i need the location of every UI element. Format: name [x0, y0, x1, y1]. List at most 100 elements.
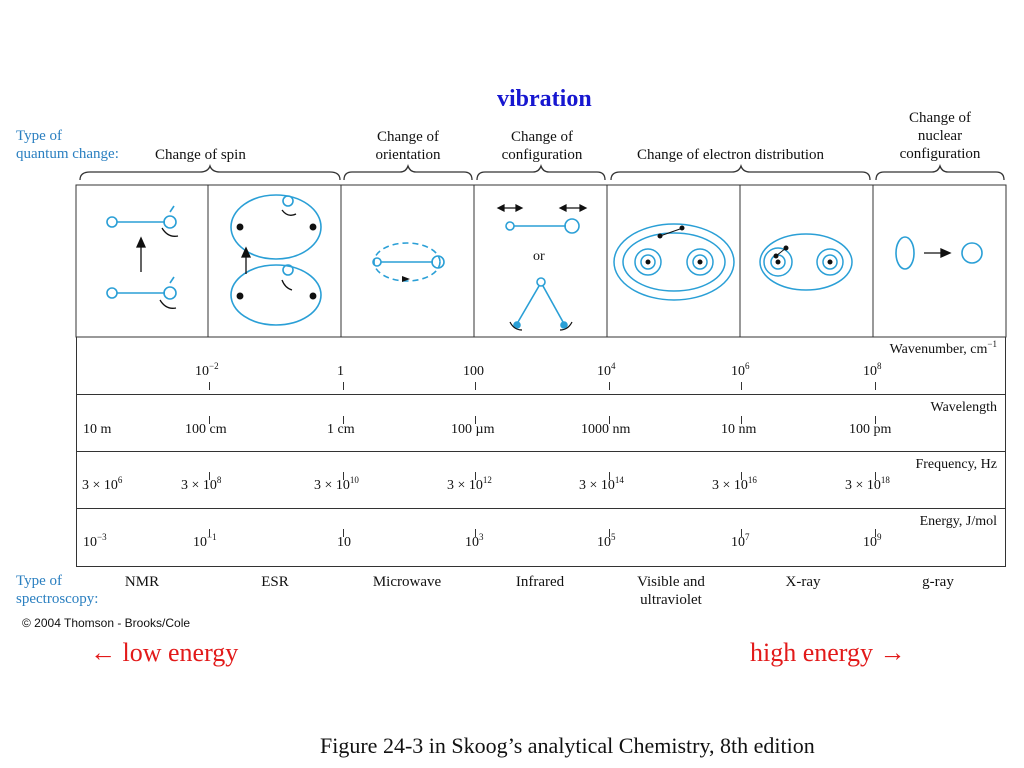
copyright-text: © 2004 Thomson - Brooks/Cole: [22, 616, 191, 630]
spectroscopy-xray: X-ray: [785, 574, 821, 590]
energy-value: 109: [863, 532, 882, 551]
energy-tick: [875, 529, 876, 537]
wavelength-value: 1000 nm: [581, 422, 631, 437]
visible-electron-diagram: [613, 223, 735, 301]
low-energy-label: ← low energy: [90, 638, 239, 667]
infrared-bend-arrows: [509, 321, 573, 331]
picture-panel: [75, 184, 1007, 338]
wavelength-tick: [475, 416, 476, 424]
wavelength-value: 100 cm: [185, 422, 227, 437]
or-label: or: [533, 249, 545, 264]
brace-configuration: [476, 163, 606, 181]
esr-dots-arrows: [236, 209, 317, 300]
wavenumber-tick: [475, 382, 476, 390]
spectroscopy-nmr: NMR: [124, 574, 160, 590]
energy-tick: [609, 529, 610, 537]
xray-electron-diagram: [759, 233, 853, 291]
frequency-value: 3 × 1018: [845, 475, 890, 494]
brace-nuclear: [875, 163, 1005, 181]
wavelength-value: 1 cm: [327, 422, 355, 437]
wavenumber-value: 100: [463, 364, 484, 379]
energy-band: Energy, J/mol 10−3 10−1 10 103 105 107 109: [76, 509, 1006, 567]
frequency-value: 3 × 1016: [712, 475, 757, 494]
wavelength-tick: [609, 416, 610, 424]
energy-value: 10−1: [193, 532, 217, 551]
xray-electron-dots: [773, 245, 833, 265]
wavelength-band: Wavelength 10 m 100 cm 1 cm 100 µm 1000 nm 10…: [76, 395, 1006, 452]
wavenumber-value: 10−2: [195, 361, 219, 380]
frequency-title: Frequency, Hz: [915, 457, 997, 472]
frequency-tick: [343, 472, 344, 480]
visible-electron-dots: [645, 225, 703, 265]
frequency-band: Frequency, Hz 3 × 106 3 × 108 3 × 1010 3 × …: [76, 452, 1006, 509]
energy-tick: [209, 529, 210, 537]
wavelength-value: 10 nm: [721, 422, 757, 437]
frequency-value: 3 × 1014: [579, 475, 624, 494]
wavelength-value: 100 µm: [451, 422, 495, 437]
spectroscopy-esr: ESR: [261, 574, 289, 590]
brace-orientation: [343, 163, 473, 181]
infrared-stretch-arrows: [496, 204, 588, 212]
quantum-change-type-label: Type of quantum change:: [16, 128, 119, 162]
wavelength-tick: [343, 416, 344, 424]
group-change-of-orientation: Change of orientation: [375, 129, 441, 163]
energy-value: 105: [597, 532, 616, 551]
energy-tick: [343, 529, 344, 537]
wavelength-value: 10 m: [83, 422, 112, 437]
microwave-arrow: [402, 276, 410, 282]
spectroscopy-gamma-ray: g-ray: [922, 574, 954, 590]
wavelength-value: 100 pm: [849, 422, 892, 437]
brace-electron: [610, 163, 871, 181]
nmr-arrows: [135, 227, 179, 309]
vibration-label: vibration: [497, 86, 592, 112]
wavenumber-value: 104: [597, 361, 616, 380]
high-energy-label: high energy →: [750, 638, 906, 667]
wavelength-tick: [741, 416, 742, 424]
energy-value: 103: [465, 532, 484, 551]
wavenumber-tick: [875, 382, 876, 390]
frequency-value: 3 × 108: [181, 475, 222, 494]
frequency-tick: [475, 472, 476, 480]
energy-value: 10: [337, 535, 351, 550]
wavenumber-tick: [209, 382, 210, 390]
spectroscopy-type-label: Type of spectroscopy:: [16, 573, 99, 607]
energy-value: 10−3: [83, 532, 107, 551]
infrared-bend-diagram: [513, 277, 568, 329]
wavenumber-title: Wavenumber, cm−1: [889, 339, 997, 358]
wavenumber-tick: [741, 382, 742, 390]
frequency-tick: [609, 472, 610, 480]
microwave-rotation-diagram: [372, 242, 445, 282]
group-change-of-configuration: Change of configuration: [501, 129, 583, 163]
spectroscopy-microwave: Microwave: [372, 574, 442, 590]
brace-spin: [79, 163, 341, 181]
frequency-tick: [741, 472, 742, 480]
nmr-spin-diagram: [106, 205, 177, 300]
figure-caption: Figure 24-3 in Skoog’s analytical Chemis…: [320, 733, 815, 758]
frequency-tick: [209, 472, 210, 480]
energy-tick: [741, 529, 742, 537]
spectroscopy-visible-uv: Visible and ultraviolet: [637, 574, 705, 608]
energy-title: Energy, J/mol: [919, 514, 997, 529]
wavenumber-tick: [343, 382, 344, 390]
wavenumber-tick: [609, 382, 610, 390]
wavenumber-value: 1: [337, 364, 344, 379]
frequency-value: 3 × 1010: [314, 475, 359, 494]
group-change-of-nuclear-configuration: Change of nuclear configuration: [899, 110, 981, 162]
frequency-value: 3 × 106: [82, 475, 123, 494]
nuclear-arrow: [924, 247, 952, 259]
group-change-of-spin: Change of spin: [155, 147, 246, 163]
wavenumber-band: Wavenumber, cm−1 10−2 1 100 104 106 108: [76, 337, 1006, 395]
energy-value: 107: [731, 532, 750, 551]
wavenumber-value: 106: [731, 361, 750, 380]
group-braces: [79, 163, 1005, 181]
frequency-tick: [875, 472, 876, 480]
frequency-value: 3 × 1012: [447, 475, 492, 494]
infrared-stretch-diagram: [505, 218, 580, 234]
group-change-of-electron-distribution: Change of electron distribution: [637, 147, 825, 163]
esr-spin-diagram: [230, 194, 322, 326]
energy-tick: [475, 529, 476, 537]
wavelength-tick: [875, 416, 876, 424]
wavelength-title: Wavelength: [930, 400, 997, 415]
wavenumber-value: 108: [863, 361, 882, 380]
